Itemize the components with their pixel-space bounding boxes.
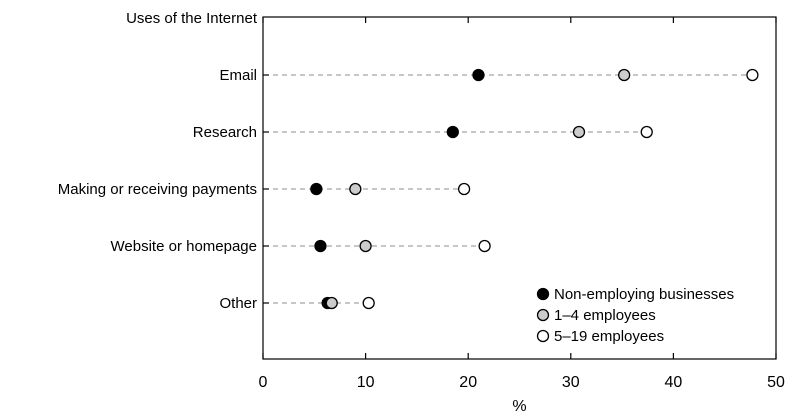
x-tick-label: 30 — [562, 374, 580, 391]
x-axis-title: % — [512, 398, 526, 415]
legend-label: 1–4 employees — [554, 307, 656, 324]
point-series-1 — [325, 296, 338, 310]
y-axis-title: Uses of the Internet — [126, 10, 258, 27]
point-series-2 — [478, 239, 491, 253]
point-series-2 — [746, 68, 759, 82]
point-series-0 — [446, 125, 459, 139]
legend-label: Non-employing businesses — [554, 286, 734, 303]
legend-marker — [536, 329, 550, 343]
x-tick-label: 0 — [259, 374, 268, 391]
point-series-0 — [310, 182, 323, 196]
legend-marker — [536, 287, 550, 301]
category-label: Email — [219, 67, 257, 84]
point-series-1 — [359, 239, 372, 253]
category-label: Making or receiving payments — [58, 181, 257, 198]
category-labels: Email Research Making or receiving payment… — [58, 67, 257, 312]
x-tick-label: 50 — [767, 374, 785, 391]
x-tick-label: 20 — [459, 374, 477, 391]
point-series-0 — [472, 68, 485, 82]
point-series-1 — [349, 182, 362, 196]
x-tick-labels: 0 10 20 30 40 50 — [259, 374, 785, 391]
category-label: Other — [219, 295, 257, 312]
guide-lines — [273, 74, 753, 304]
point-series-1 — [572, 125, 586, 139]
point-series-2 — [457, 182, 471, 196]
legend-label: 5–19 employees — [554, 328, 664, 345]
category-label: Research — [193, 124, 257, 141]
x-tick-label: 10 — [357, 374, 375, 391]
point-series-0 — [314, 239, 327, 253]
x-tick-label: 40 — [665, 374, 683, 391]
axes — [262, 16, 777, 360]
data-points — [310, 68, 759, 310]
legend-marker — [536, 308, 550, 322]
legend: Non-employing businesses 1–4 employees 5–1… — [536, 286, 734, 345]
point-series-2 — [362, 296, 375, 310]
plot-frame — [262, 16, 777, 360]
point-series-2 — [640, 125, 653, 139]
point-series-1 — [618, 68, 631, 82]
category-label: Website or homepage — [111, 238, 257, 255]
